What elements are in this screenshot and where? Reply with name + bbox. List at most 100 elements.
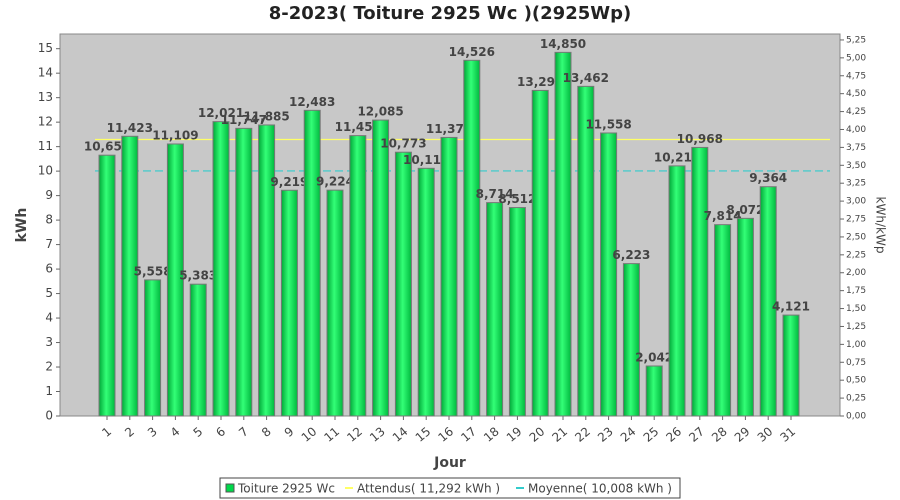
y2-tick-label: 4,75	[846, 71, 866, 81]
y2-tick-label: 1,50	[846, 304, 866, 314]
data-label: 11,376	[426, 122, 472, 136]
data-label: 2,042	[635, 350, 673, 364]
bar	[463, 59, 481, 417]
y-tick-label: 2	[45, 360, 53, 374]
bar	[736, 217, 754, 417]
bar	[622, 263, 640, 417]
y-tick-label: 7	[45, 237, 53, 251]
x-tick-label: 17	[458, 424, 479, 445]
data-label: 13,462	[563, 71, 609, 85]
bar	[782, 314, 800, 417]
x-tick-label: 6	[213, 424, 228, 440]
data-label: 8,714	[476, 187, 514, 201]
data-label: 10,651	[84, 140, 130, 154]
chart-title: 8-2023( Toiture 2925 Wc )(2925Wp)	[269, 3, 631, 24]
bar	[645, 365, 663, 417]
data-label: 4,121	[772, 300, 810, 314]
x-tick-label: 11	[321, 424, 342, 445]
x-tick-label: 24	[618, 424, 639, 445]
y-tick-label: 12	[38, 115, 53, 129]
y-tick-label: 1	[45, 384, 53, 398]
bar	[440, 136, 458, 417]
bar	[417, 167, 435, 417]
x-tick-label: 13	[367, 424, 388, 445]
bar	[166, 143, 184, 417]
data-label: 9,219	[270, 175, 308, 189]
x-tick-label: 15	[413, 424, 434, 445]
bar	[258, 124, 276, 417]
data-label: 11,423	[107, 121, 153, 135]
bar	[144, 279, 162, 417]
x-tick-label: 12	[344, 424, 365, 445]
y-tick-label: 11	[38, 139, 53, 153]
y2-tick-label: 4,00	[846, 125, 866, 135]
x-tick-label: 10	[299, 424, 320, 445]
y-tick-label: 3	[45, 335, 53, 349]
y2-tick-label: 5,25	[846, 35, 866, 45]
bar	[714, 224, 732, 417]
x-tick-label: 23	[595, 424, 616, 445]
bar	[600, 132, 618, 417]
y-tick-label: 6	[45, 262, 53, 276]
data-label: 9,364	[749, 171, 787, 185]
data-label: 11,747	[221, 113, 267, 127]
data-label: 11,558	[585, 117, 631, 131]
y2-tick-label: 1,00	[846, 340, 866, 350]
y2-tick-label: 5,00	[846, 53, 866, 63]
x-tick-label: 21	[549, 424, 570, 445]
bar	[349, 135, 367, 417]
y2-tick-label: 0,50	[846, 376, 866, 386]
bar	[759, 186, 777, 417]
y-axis-label: kWh	[14, 208, 30, 243]
data-label: 13,296	[517, 75, 563, 89]
bar	[531, 89, 549, 417]
bar	[554, 51, 572, 417]
x-tick-label: 30	[755, 424, 776, 445]
bar	[303, 109, 321, 417]
y-tick-label: 15	[38, 41, 53, 55]
data-label: 12,483	[289, 95, 335, 109]
data-label: 10,214	[654, 150, 700, 164]
y2-tick-label: 2,50	[846, 232, 866, 242]
data-label: 10,773	[380, 137, 426, 151]
bar	[508, 207, 526, 417]
y2-axis-label: kWh/kWp	[874, 197, 888, 254]
legend-swatch	[225, 483, 235, 493]
x-tick-label: 3	[145, 424, 160, 440]
x-tick-label: 1	[99, 424, 114, 440]
x-tick-label: 27	[686, 424, 707, 445]
bar	[394, 151, 412, 417]
y-tick-label: 0	[45, 409, 53, 423]
data-label: 6,223	[612, 248, 650, 262]
x-tick-label: 19	[504, 424, 525, 445]
x-tick-label: 25	[641, 424, 662, 445]
legend	[219, 477, 681, 499]
data-label: 5,383	[179, 269, 217, 283]
y2-tick-label: 3,50	[846, 161, 866, 171]
data-label: 7,814	[704, 209, 742, 223]
bar	[326, 189, 344, 417]
bar	[486, 202, 504, 417]
data-label: 10,968	[677, 132, 723, 146]
data-label: 9,224	[316, 175, 354, 189]
data-label: 12,021	[198, 106, 244, 120]
x-tick-label: 2	[122, 424, 137, 440]
y2-tick-label: 3,75	[846, 143, 866, 153]
x-tick-label: 29	[732, 424, 753, 445]
y2-tick-label: 2,00	[846, 268, 866, 278]
y2-tick-label: 4,50	[846, 89, 866, 99]
bar	[372, 119, 390, 417]
data-label: 5,558	[134, 264, 172, 278]
y2-tick-label: 2,25	[846, 250, 866, 260]
x-tick-label: 4	[168, 424, 183, 440]
x-tick-label: 9	[282, 424, 297, 440]
x-tick-label: 20	[527, 424, 548, 445]
data-label: 12,085	[357, 105, 403, 119]
data-label: 11,450	[335, 120, 381, 134]
legend-label: Attendus( 11,292 kWh )	[357, 482, 500, 496]
x-tick-label: 5	[191, 424, 206, 440]
x-tick-label: 18	[481, 424, 502, 445]
x-tick-label: 28	[709, 424, 730, 445]
y2-tick-label: 3,25	[846, 179, 866, 189]
legend-label: Toiture 2925 Wc	[237, 482, 335, 496]
